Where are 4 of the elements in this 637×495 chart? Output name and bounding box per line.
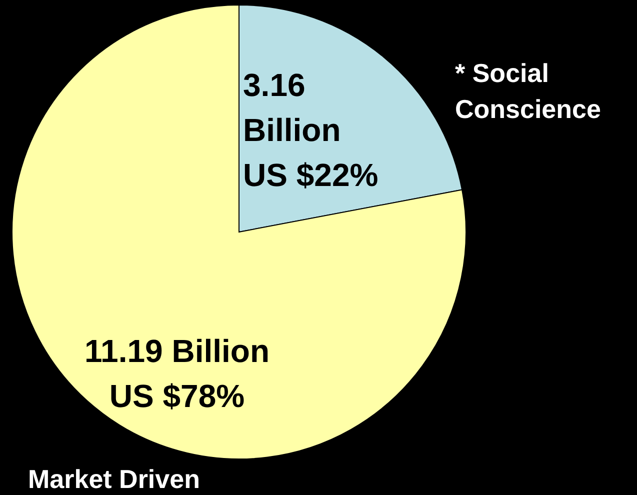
data-label: 3.16 Billion US $22% bbox=[243, 67, 378, 193]
data-label: 11.19 Billion US $78% bbox=[84, 333, 270, 414]
slice-label: * Social Conscience bbox=[455, 58, 601, 124]
slice-label: Market Driven bbox=[28, 464, 200, 494]
